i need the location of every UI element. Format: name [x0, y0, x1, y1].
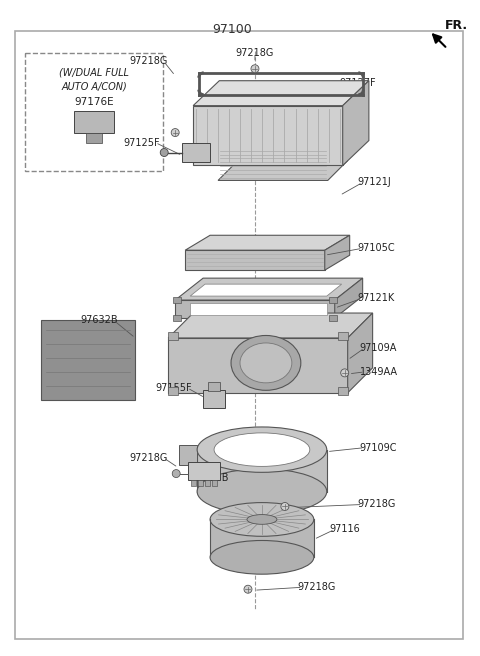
- Text: 1349AA: 1349AA: [360, 367, 397, 377]
- Text: 97218G: 97218G: [130, 56, 168, 66]
- Ellipse shape: [197, 427, 327, 472]
- Bar: [338, 387, 348, 395]
- Text: 97113B: 97113B: [192, 472, 229, 483]
- Text: 97218G: 97218G: [298, 583, 336, 592]
- Polygon shape: [329, 315, 336, 321]
- Text: 97176E: 97176E: [74, 97, 114, 107]
- Text: 97109A: 97109A: [360, 343, 397, 353]
- Bar: [168, 387, 178, 395]
- Polygon shape: [193, 106, 343, 165]
- Polygon shape: [190, 284, 342, 296]
- Bar: [191, 480, 196, 485]
- Text: 97121K: 97121K: [358, 293, 395, 303]
- Bar: [208, 382, 220, 391]
- Bar: [74, 111, 114, 133]
- Circle shape: [244, 585, 252, 593]
- Text: 97116: 97116: [330, 524, 360, 535]
- Polygon shape: [343, 81, 369, 165]
- Polygon shape: [193, 81, 369, 106]
- Text: 97218G: 97218G: [130, 453, 168, 462]
- Circle shape: [281, 502, 289, 510]
- Text: 97218G: 97218G: [236, 48, 274, 58]
- Polygon shape: [185, 236, 350, 250]
- Bar: [41, 320, 135, 400]
- Text: 97155F: 97155F: [156, 383, 192, 393]
- Circle shape: [171, 129, 179, 136]
- Bar: [198, 480, 203, 485]
- Polygon shape: [173, 315, 181, 321]
- Bar: [24, 53, 163, 171]
- Circle shape: [160, 148, 168, 157]
- Ellipse shape: [210, 502, 314, 537]
- Circle shape: [341, 369, 348, 377]
- Polygon shape: [197, 449, 327, 491]
- Text: FR.: FR.: [444, 19, 468, 32]
- Text: (W/DUAL FULL: (W/DUAL FULL: [59, 67, 129, 77]
- Bar: [203, 390, 225, 408]
- Polygon shape: [168, 338, 348, 393]
- Polygon shape: [185, 250, 325, 270]
- Bar: [338, 332, 348, 340]
- Polygon shape: [325, 236, 350, 270]
- Ellipse shape: [214, 433, 310, 466]
- Polygon shape: [329, 297, 336, 303]
- Ellipse shape: [231, 335, 301, 390]
- Bar: [86, 133, 102, 143]
- Ellipse shape: [210, 541, 314, 574]
- Polygon shape: [218, 161, 348, 180]
- Text: 97218G: 97218G: [358, 499, 396, 510]
- Ellipse shape: [247, 514, 277, 524]
- Polygon shape: [173, 297, 181, 303]
- Polygon shape: [190, 303, 327, 315]
- Polygon shape: [210, 520, 314, 558]
- Text: 97121J: 97121J: [358, 177, 391, 188]
- Circle shape: [172, 470, 180, 478]
- Ellipse shape: [197, 469, 327, 514]
- Text: 97105C: 97105C: [358, 243, 396, 253]
- Ellipse shape: [240, 343, 292, 383]
- Circle shape: [251, 65, 259, 73]
- Bar: [188, 462, 220, 480]
- Bar: [182, 142, 210, 163]
- Text: 97100: 97100: [212, 23, 252, 36]
- Polygon shape: [168, 313, 372, 338]
- Polygon shape: [175, 278, 363, 300]
- Bar: [212, 480, 217, 485]
- Text: 97127F: 97127F: [340, 77, 376, 88]
- Polygon shape: [179, 445, 197, 464]
- Polygon shape: [348, 313, 372, 393]
- Bar: [168, 332, 178, 340]
- Text: 97125F: 97125F: [124, 138, 160, 148]
- Text: AUTO A/CON): AUTO A/CON): [61, 81, 127, 91]
- Polygon shape: [335, 278, 363, 318]
- Polygon shape: [175, 300, 335, 318]
- Text: 97632B: 97632B: [81, 315, 119, 325]
- Bar: [205, 480, 210, 485]
- Text: 97109C: 97109C: [360, 443, 397, 453]
